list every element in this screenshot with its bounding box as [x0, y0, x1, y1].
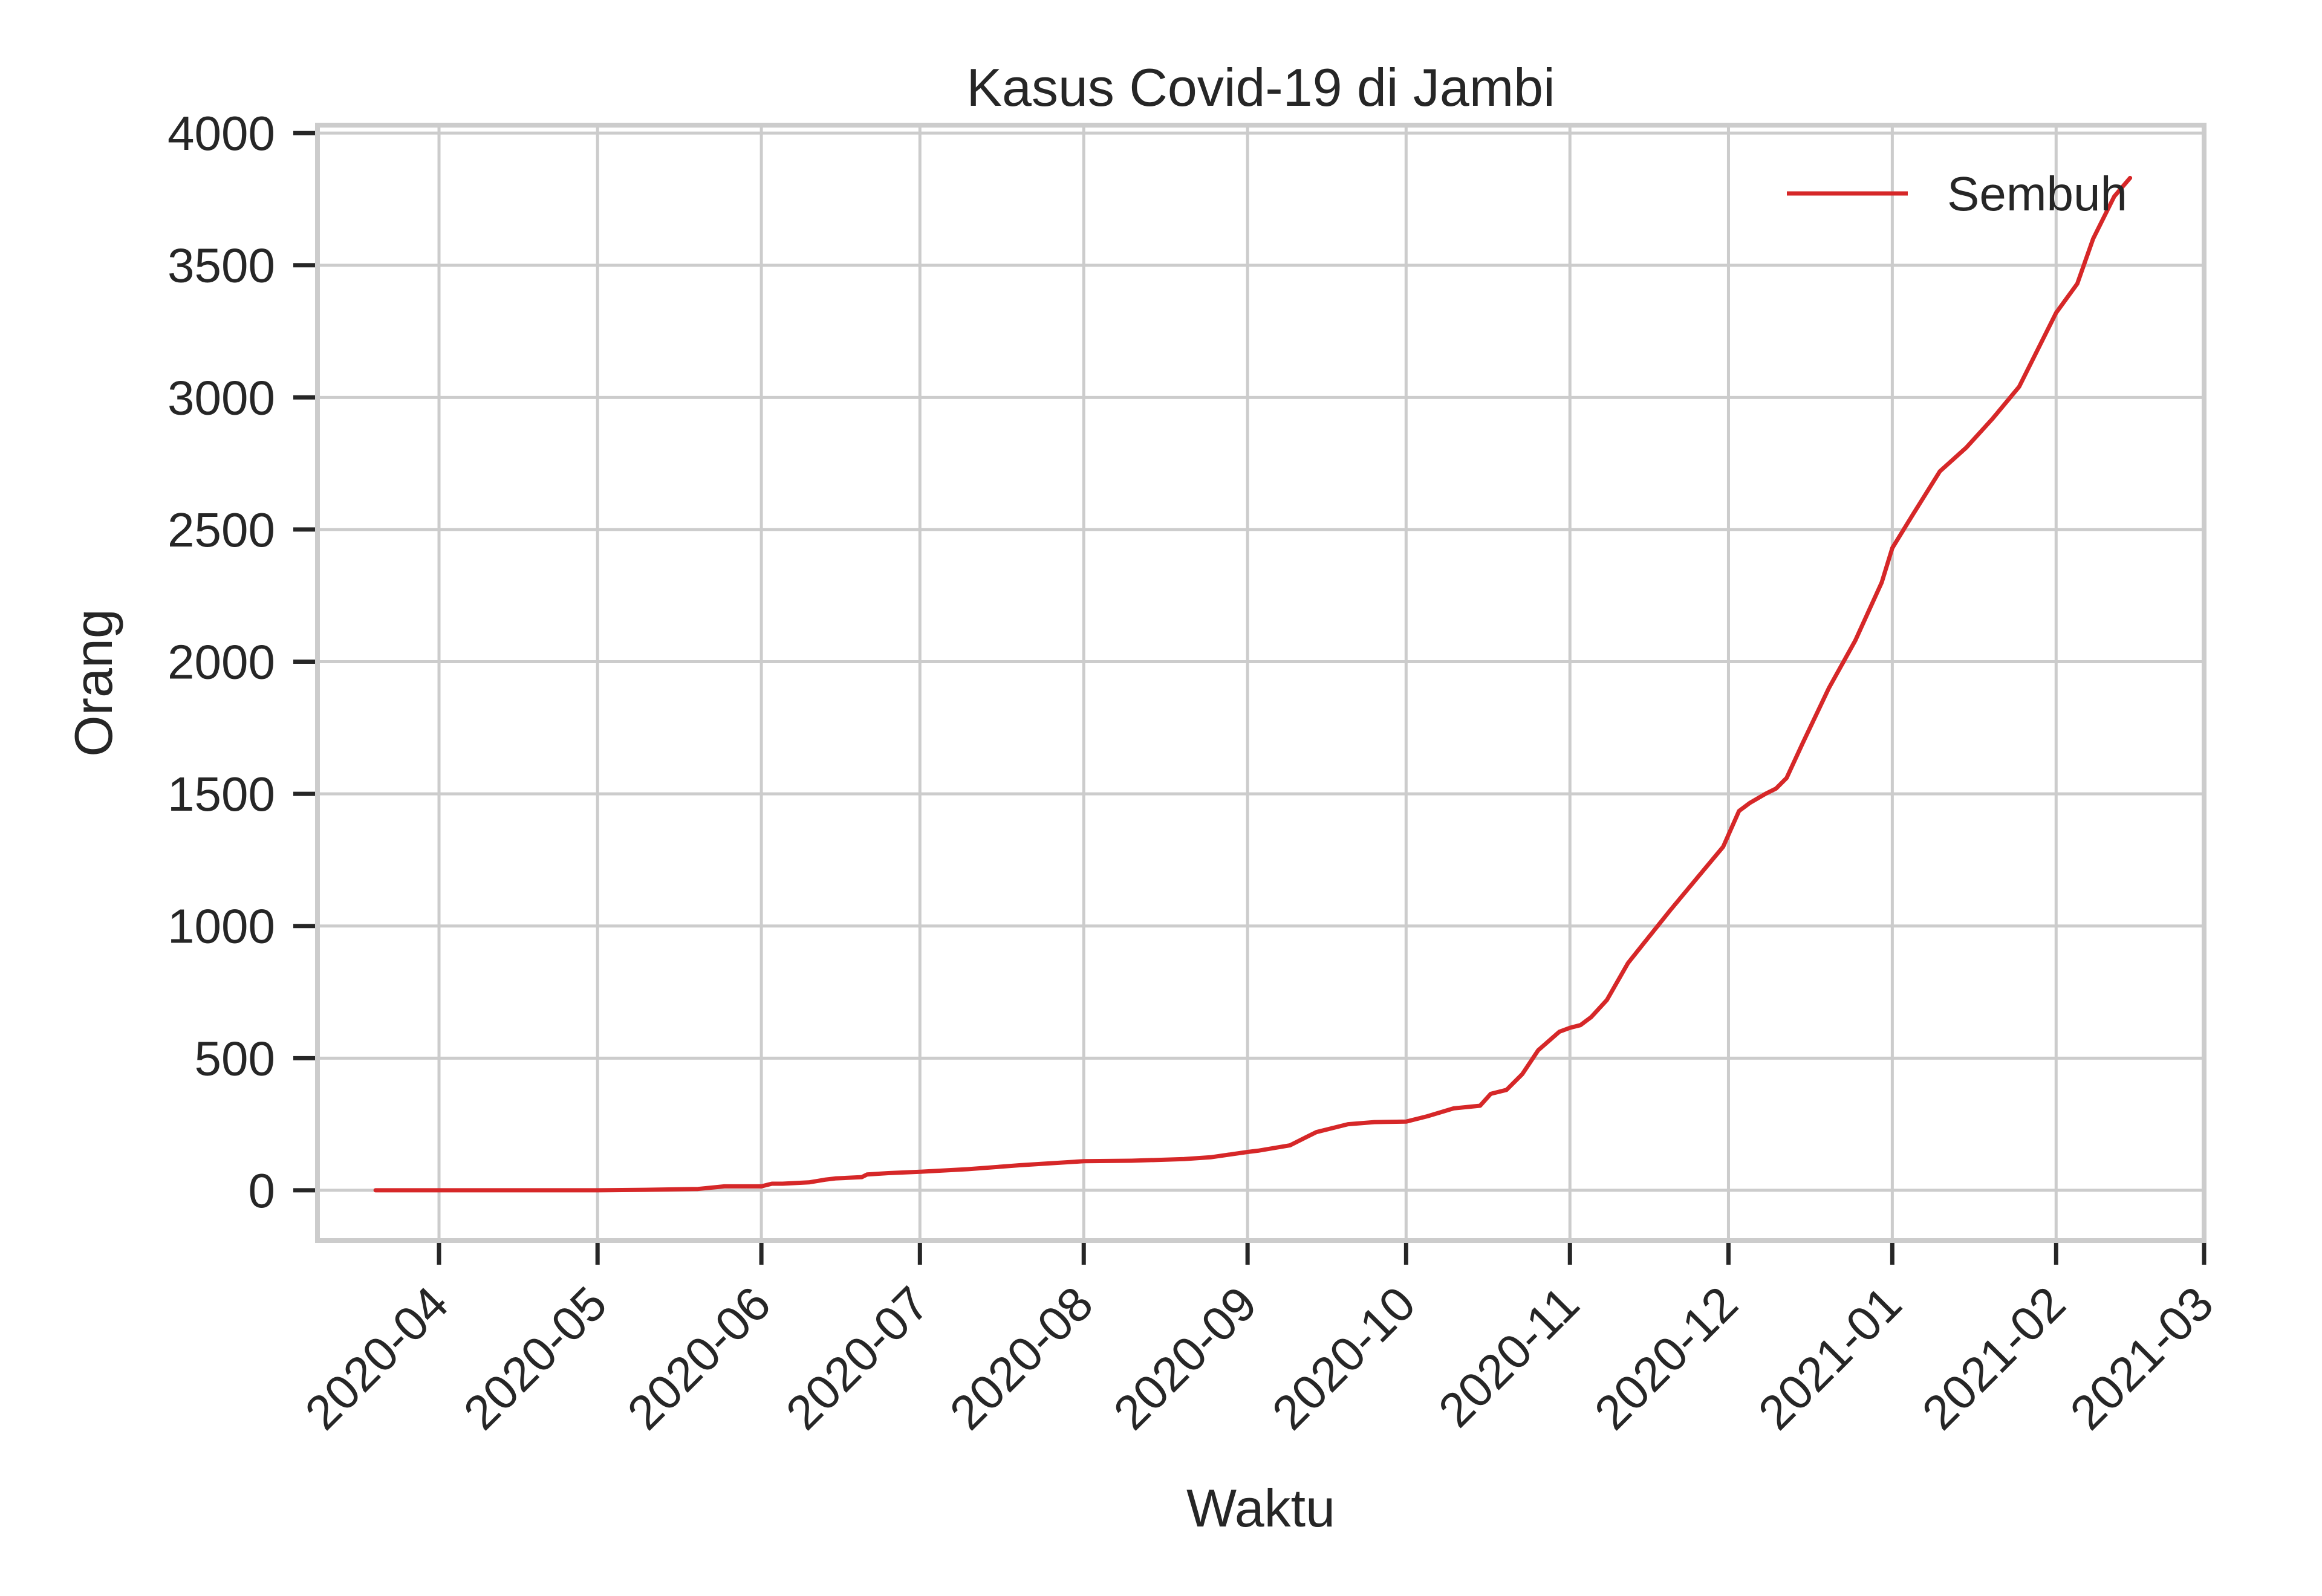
- series-layer: [373, 175, 2133, 1193]
- legend: Sembuh: [1787, 167, 2127, 221]
- plot-frame: [315, 123, 2207, 1243]
- y-tick-label: 4000: [167, 106, 275, 160]
- y-tick-label: 1000: [167, 900, 275, 953]
- y-tick-label: 1500: [167, 767, 275, 821]
- y-tick-label: 2500: [167, 503, 275, 557]
- y-tick-label: 3000: [167, 371, 275, 424]
- y-tick-label: 0: [249, 1164, 276, 1218]
- grid: [317, 125, 2206, 1241]
- x-axis-label: Waktu: [1186, 1478, 1335, 1538]
- y-tick-label: 2000: [167, 635, 275, 689]
- y-tick-label: 3500: [167, 239, 275, 293]
- legend-label-sembuh: Sembuh: [1947, 167, 2127, 221]
- y-tick-label: 500: [195, 1031, 275, 1085]
- chart-title: Kasus Covid-19 di Jambi: [966, 57, 1555, 117]
- series-line-sembuh: [373, 175, 2133, 1193]
- y-axis-label: Orang: [63, 609, 123, 757]
